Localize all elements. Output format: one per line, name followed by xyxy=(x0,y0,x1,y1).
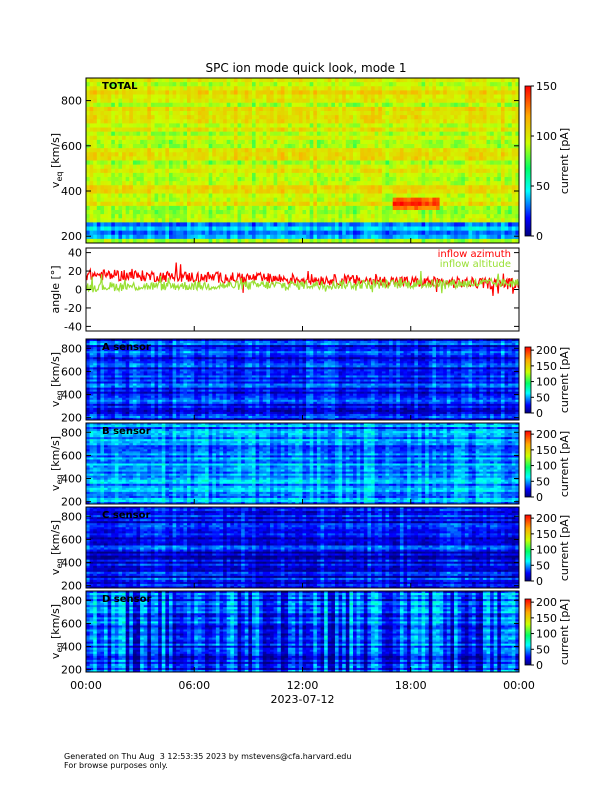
legend-entry: inflow altitude xyxy=(440,259,511,270)
colorbar-A: 0 50 100 150 200 current [pA] xyxy=(524,344,571,420)
colorbar-D: 0 50 100 150 200 current [pA] xyxy=(524,596,571,672)
y-tick-label: 40 xyxy=(68,247,82,260)
colorbar-tick-label: 0 xyxy=(536,659,543,672)
y-tick-label: 20 xyxy=(68,265,82,278)
panel-label: D sensor xyxy=(102,594,151,605)
x-tick-label: 18:00 xyxy=(395,679,427,692)
colorbar-tick-label: 0 xyxy=(536,230,543,243)
colorbar-C: 0 50 100 150 200 current [pA] xyxy=(524,512,571,588)
colorbar-tick-label: 150 xyxy=(536,444,557,457)
y-tick-label: 200 xyxy=(61,496,82,509)
heatmap-B xyxy=(86,423,520,505)
colorbar-tick-label: 100 xyxy=(536,376,557,389)
series-line-0 xyxy=(85,262,520,296)
heatmap-A xyxy=(86,339,520,421)
y-tick-label: 200 xyxy=(61,664,82,677)
colorbar-label: current [pA] xyxy=(558,599,571,665)
x-tick-label: 12:00 xyxy=(287,679,319,692)
colorbar-tick-label: 0 xyxy=(536,575,543,588)
panel-C: 200 400 600 800 C sensor veq [km/s] 0 50 100 150 2… xyxy=(49,506,571,593)
y-tick-label: 0 xyxy=(75,284,82,297)
panel-label: A sensor xyxy=(102,342,151,353)
colorbar-tick-label: 50 xyxy=(536,475,550,488)
y-tick-label: 200 xyxy=(61,580,82,593)
colorbar-label: current [pA] xyxy=(558,431,571,497)
colorbar-tick-label: 0 xyxy=(536,407,543,420)
colorbar-tick-label: 100 xyxy=(536,544,557,557)
quicklook-chart: SPC ion mode quick look, mode 1 20040060… xyxy=(49,61,571,706)
heatmap-total xyxy=(86,78,520,244)
x-axis: 00:00 06:00 12:00 18:00 00:00 2023-07-12 xyxy=(70,238,535,706)
footer-generated-line: Generated on Thu Aug 3 12:53:35 2023 by … xyxy=(64,752,351,761)
y-tick-label: 800 xyxy=(61,594,82,607)
y-axis-label: veq [km/s] xyxy=(49,520,64,575)
panel-label: B sensor xyxy=(102,426,151,437)
colorbar-tick-label: 200 xyxy=(536,344,557,357)
y-tick-label: -40 xyxy=(64,320,82,333)
y-tick-label: 600 xyxy=(61,449,82,462)
footer-browse-line: For browse purposes only. xyxy=(64,761,351,770)
colorbar-tick-label: 150 xyxy=(536,528,557,541)
colorbar-label: current [pA] xyxy=(558,128,571,194)
colorbar-tick-label: 50 xyxy=(536,643,550,656)
y-tick-label: 800 xyxy=(61,510,82,523)
y-axis-label: veq [km/s] xyxy=(49,436,64,491)
heatmap-C xyxy=(86,507,520,589)
y-tick-label: 400 xyxy=(61,641,82,654)
x-tick-label: 00:00 xyxy=(70,679,102,692)
panel-A: 200 400 600 800 A sensor veq [km/s] 0 50 100 150 2… xyxy=(49,338,571,425)
x-axis-label: 2023-07-12 xyxy=(271,693,335,706)
colorbar-tick-label: 200 xyxy=(536,512,557,525)
y-tick-label: 400 xyxy=(61,185,82,198)
y-axis-label: veq [km/s] xyxy=(49,133,64,188)
y-tick-label: 400 xyxy=(61,473,82,486)
legend-entry: inflow azimuth xyxy=(438,249,511,260)
colorbar-tick-label: 100 xyxy=(536,460,557,473)
panel-label: TOTAL xyxy=(102,81,138,92)
chart-title: SPC ion mode quick look, mode 1 xyxy=(206,61,407,75)
colorbar-tick-label: 50 xyxy=(536,180,550,193)
colorbar-tick-label: 200 xyxy=(536,596,557,609)
colorbar-tick-label: 200 xyxy=(536,428,557,441)
colorbar-total: 0 50 100 150 current [pA] xyxy=(524,80,571,243)
y-tick-label: 800 xyxy=(61,426,82,439)
y-tick-label: 200 xyxy=(61,230,82,243)
y-tick-label: 800 xyxy=(61,95,82,108)
colorbar-label: current [pA] xyxy=(558,515,571,581)
y-axis-label: veq [km/s] xyxy=(49,604,64,659)
colorbar-tick-label: 150 xyxy=(536,360,557,373)
colorbar-tick-label: 50 xyxy=(536,391,550,404)
x-tick-label: 00:00 xyxy=(503,679,535,692)
panel-label: C sensor xyxy=(102,510,150,521)
panel-D: 200 400 600 800 D sensor veq [km/s] 0 50 100 150 2… xyxy=(49,590,571,677)
y-tick-label: 600 xyxy=(61,617,82,630)
y-axis-label: angle [°] xyxy=(49,265,62,313)
panel-total: 200 400 600 800 TOTAL veq [km/s] 0 50 100 150 curr… xyxy=(49,77,571,244)
colorbar-tick-label: 100 xyxy=(536,628,557,641)
y-tick-label: 600 xyxy=(61,533,82,546)
y-tick-label: 200 xyxy=(61,412,82,425)
colorbar-tick-label: 150 xyxy=(536,80,557,93)
series-line-1 xyxy=(85,270,520,294)
y-tick-label: 800 xyxy=(61,342,82,355)
footer: Generated on Thu Aug 3 12:53:35 2023 by … xyxy=(64,752,351,770)
x-tick-label: 06:00 xyxy=(178,679,210,692)
colorbar-tick-label: 100 xyxy=(536,130,557,143)
y-tick-label: 400 xyxy=(61,389,82,402)
y-tick-label: 600 xyxy=(61,140,82,153)
colorbar-tick-label: 0 xyxy=(536,491,543,504)
colorbar-tick-label: 150 xyxy=(536,612,557,625)
heatmap-D xyxy=(86,591,520,673)
y-tick-label: 600 xyxy=(61,365,82,378)
panel-B: 200 400 600 800 B sensor veq [km/s] 0 50 100 150 2… xyxy=(49,422,571,509)
colorbar-tick-label: 50 xyxy=(536,559,550,572)
colorbar-B: 0 50 100 150 200 current [pA] xyxy=(524,428,571,504)
colorbar-label: current [pA] xyxy=(558,347,571,413)
y-axis-label: veq [km/s] xyxy=(49,352,64,407)
y-tick-label: 400 xyxy=(61,557,82,570)
y-tick-label: -20 xyxy=(64,302,82,315)
